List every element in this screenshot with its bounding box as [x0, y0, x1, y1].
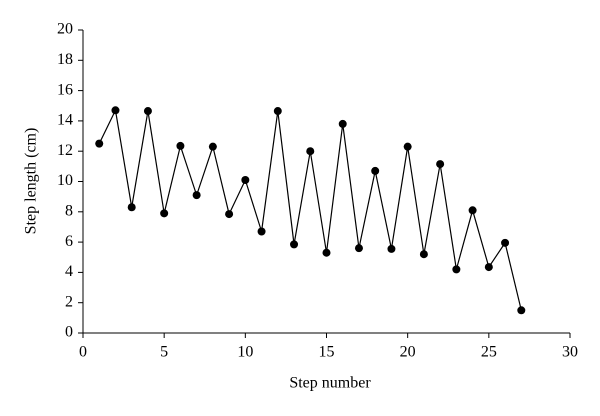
x-tick-label: 15	[319, 344, 335, 361]
y-tick-label: 6	[65, 233, 73, 250]
data-point	[387, 244, 396, 253]
data-point	[436, 160, 445, 169]
y-tick-label: 8	[65, 202, 73, 219]
x-tick-label: 5	[160, 344, 168, 361]
data-point	[273, 107, 282, 116]
y-tick-label: 10	[57, 172, 73, 189]
data-point	[338, 119, 347, 128]
y-tick-label: 0	[65, 324, 73, 341]
data-point	[468, 206, 477, 215]
data-point	[452, 265, 461, 274]
data-point	[111, 106, 120, 115]
data-point	[143, 107, 152, 116]
x-tick-label: 20	[400, 344, 416, 361]
data-point	[241, 175, 250, 184]
y-tick-label: 12	[57, 142, 73, 159]
x-axis-label: Step number	[289, 375, 371, 392]
x-tick-label: 25	[481, 344, 497, 361]
data-point	[484, 263, 493, 272]
y-tick-label: 14	[57, 112, 73, 129]
data-point	[306, 147, 315, 156]
data-point	[501, 238, 510, 247]
data-point	[160, 209, 169, 218]
data-point	[208, 142, 217, 151]
data-point	[127, 203, 136, 212]
y-axis-label: Step length (cm)	[23, 128, 40, 235]
y-tick-label: 4	[65, 263, 73, 280]
data-point	[403, 142, 412, 151]
data-point	[192, 191, 201, 200]
x-tick-label: 30	[562, 344, 578, 361]
data-point	[354, 244, 363, 253]
data-point	[95, 139, 104, 148]
data-point	[517, 306, 526, 315]
data-point	[176, 141, 185, 150]
y-tick-label: 20	[57, 21, 73, 38]
data-point	[257, 227, 266, 236]
y-tick-label: 18	[57, 51, 73, 68]
data-point	[225, 210, 234, 219]
x-tick-label: 0	[79, 344, 87, 361]
data-point	[290, 240, 299, 249]
data-point	[419, 250, 428, 259]
data-point	[371, 166, 380, 175]
y-tick-label: 16	[57, 81, 73, 98]
x-tick-label: 10	[237, 344, 253, 361]
data-point	[322, 248, 331, 257]
y-tick-label: 2	[65, 293, 73, 310]
